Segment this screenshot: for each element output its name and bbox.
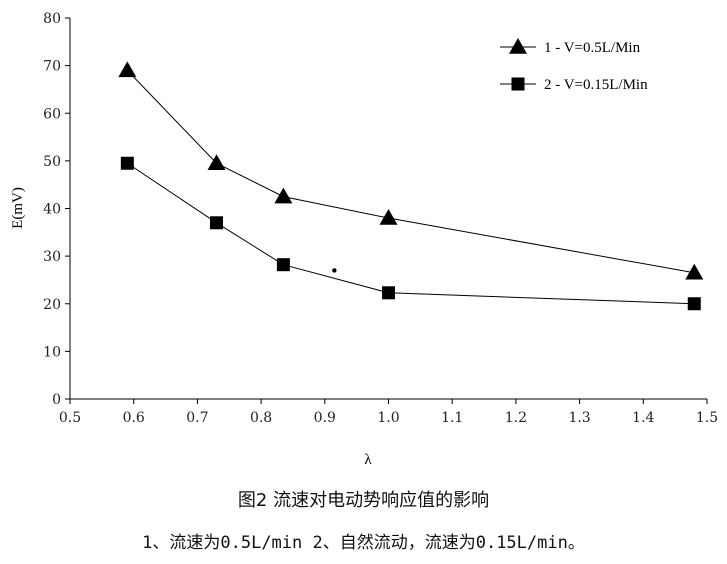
figure-caption-title: 图2 流速对电动势响应值的影响 xyxy=(237,490,490,511)
series-1-point xyxy=(274,187,293,204)
x-tick-label: 0.6 xyxy=(123,410,145,426)
y-tick-label: 80 xyxy=(43,11,61,27)
x-tick-label: 1.3 xyxy=(568,410,590,426)
x-axis-title: λ xyxy=(364,452,372,468)
x-tick-label: 0.7 xyxy=(186,410,208,426)
y-axis-title: E(mV) xyxy=(10,187,26,229)
legend-label: 1 - V=0.5L/Min xyxy=(544,40,641,56)
y-tick-label: 10 xyxy=(43,344,61,360)
legend-marker xyxy=(509,38,527,54)
x-tick-label: 0.9 xyxy=(314,410,336,426)
series-2-point xyxy=(382,286,395,300)
stray-dot xyxy=(332,268,337,273)
series-2-point xyxy=(120,156,134,170)
y-tick-label: 20 xyxy=(43,297,61,313)
series-1-point xyxy=(207,154,226,171)
series-1-point xyxy=(118,61,137,78)
x-tick-label: 1.2 xyxy=(505,410,527,426)
figure-caption-note: 1、流速为0.5L/min 2、自然流动，流速为0.15L/min。 xyxy=(142,533,585,553)
legend-item-2: 2 - V=0.15L/Min xyxy=(500,77,648,93)
x-tick-label: 0.8 xyxy=(250,410,272,426)
legend-marker xyxy=(511,77,525,91)
x-tick-label: 1.1 xyxy=(441,410,463,426)
legend-item-1: 1 - V=0.5L/Min xyxy=(500,38,641,56)
x-ticks: 0.5 0.6 0.7 0.8 0.9 1.0 1.1 1.2 1.3 1.4 1.5 xyxy=(59,399,718,426)
y-tick-label: 50 xyxy=(43,154,61,170)
legend: 1 - V=0.5L/Min 2 - V=0.15L/Min xyxy=(500,38,648,93)
axes xyxy=(69,18,707,400)
x-tick-label: 1.0 xyxy=(377,410,399,426)
y-tick-label: 40 xyxy=(43,202,61,218)
series-layer xyxy=(118,61,704,311)
legend-label: 2 - V=0.15L/Min xyxy=(544,77,648,93)
y-ticks: 0 10 20 30 40 50 60 70 80 xyxy=(43,11,70,408)
y-tick-label: 70 xyxy=(43,59,61,75)
y-tick-label: 0 xyxy=(52,392,61,408)
series-2-point xyxy=(276,258,290,272)
x-tick-label: 0.5 xyxy=(59,410,81,426)
series-2-point xyxy=(210,216,224,230)
series-2-line xyxy=(127,162,695,305)
x-tick-label: 1.4 xyxy=(632,410,654,426)
chart: 0.5 0.6 0.7 0.8 0.9 1.0 1.1 1.2 1.3 1.4 1.5 0 10 20 3… xyxy=(10,11,718,468)
x-tick-label: 1.5 xyxy=(696,410,718,426)
y-tick-label: 30 xyxy=(43,249,61,265)
series-2-point xyxy=(687,297,701,311)
series-1-point xyxy=(379,209,398,225)
y-tick-label: 60 xyxy=(43,106,61,122)
series-1 xyxy=(118,61,704,280)
series-1-point xyxy=(685,263,704,280)
series-1-line xyxy=(126,70,695,274)
series-2 xyxy=(120,156,701,311)
